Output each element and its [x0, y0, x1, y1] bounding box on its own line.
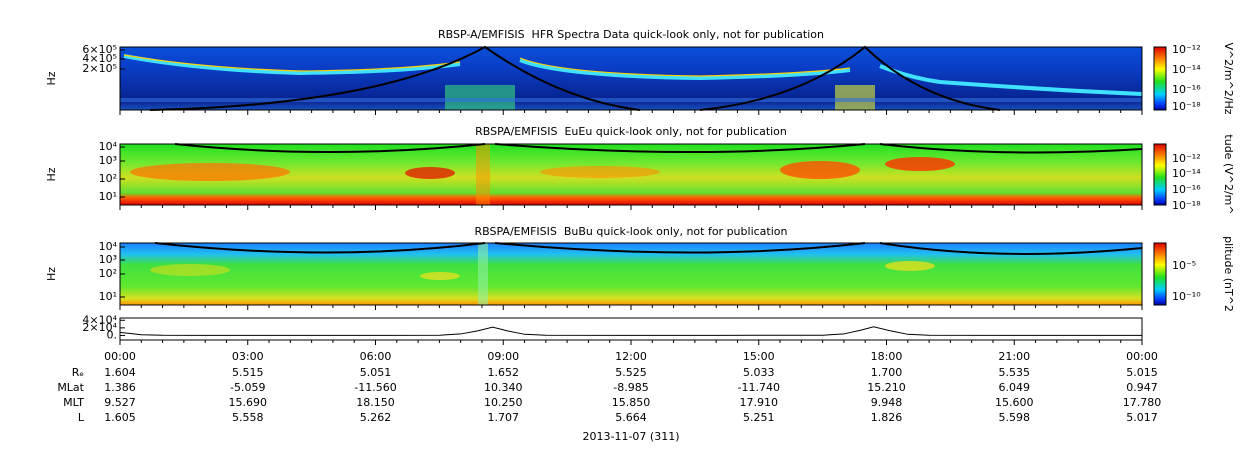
y-tick-label: 10¹: [99, 290, 117, 303]
colorbar: [1153, 46, 1167, 111]
y-tick-label: 0.: [107, 328, 118, 341]
ephemeris-value: -11.560: [354, 381, 396, 394]
time-label: 21:00: [998, 350, 1030, 363]
ephemeris-value: 5.515: [232, 366, 264, 379]
ephemeris-value: 18.150: [356, 396, 395, 409]
y-tick-label: 10²: [99, 267, 117, 280]
ephemeris-label: MLat: [57, 381, 84, 394]
colorbar-tick-label: 10⁻¹⁴: [1172, 63, 1201, 76]
ephemeris-value: 5.558: [232, 411, 264, 424]
panel-title: RBSPA/EMFISIS BuBu quick-look only, not …: [475, 225, 788, 238]
ephemeris-value: 5.664: [615, 411, 647, 424]
time-label: 00:00: [104, 350, 136, 363]
time-label: 06:00: [360, 350, 392, 363]
colorbar-tick-label: 10⁻⁵: [1172, 259, 1196, 272]
time-label: 09:00: [487, 350, 519, 363]
ephemeris-value: 1.707: [488, 411, 520, 424]
colorbar-tick-label: 10⁻¹²: [1172, 43, 1201, 56]
y-tick-label: 10⁴: [99, 140, 118, 153]
ephemeris-value: 15.210: [867, 381, 906, 394]
colorbar-tick-label: 10⁻¹⁶: [1172, 83, 1201, 96]
ephemeris-value: 17.910: [740, 396, 779, 409]
y-axis-label: Hz: [45, 71, 58, 85]
ephemeris-value: 5.017: [1126, 411, 1158, 424]
ephemeris-value: 10.340: [484, 381, 523, 394]
y-tick-label: 10⁴: [99, 240, 118, 253]
ephemeris-value: 5.015: [1126, 366, 1158, 379]
spectrogram-bubu: [120, 242, 1143, 305]
ephemeris-value: 5.251: [743, 411, 775, 424]
ephemeris-value: 15.850: [612, 396, 651, 409]
ephemeris-value: 9.948: [871, 396, 903, 409]
date-label: 2013-11-07 (311): [582, 430, 679, 443]
ephemeris-value: 1.386: [104, 381, 136, 394]
ephemeris-value: -11.740: [738, 381, 780, 394]
y-tick-label: 2×10⁴: [82, 321, 117, 334]
ephemeris-value: 5.262: [360, 411, 392, 424]
y-tick-label: 6×10⁵: [82, 43, 117, 56]
y-tick-label: 10¹: [99, 190, 117, 203]
y-axis-label: Hz: [45, 167, 58, 181]
ephemeris-value: 1.826: [871, 411, 903, 424]
colorbar-tick-label: 10⁻¹²: [1172, 152, 1201, 165]
spectrogram-hfr: [120, 45, 1143, 111]
ephemeris-value: 6.049: [999, 381, 1031, 394]
ephemeris-value: 5.051: [360, 366, 392, 379]
ephemeris-value: 1.604: [104, 366, 136, 379]
time-label: 03:00: [232, 350, 264, 363]
ephemeris-label: L: [78, 411, 85, 424]
data-line: [119, 326, 1142, 336]
y-axis-label: Hz: [45, 267, 58, 281]
ephemeris-value: 10.250: [484, 396, 523, 409]
ephemeris-value: 1.652: [488, 366, 520, 379]
time-label: 12:00: [615, 350, 647, 363]
colorbar-label: V^2/m^2/Hz: [1222, 42, 1235, 114]
colorbar-tick-label: 10⁻¹⁸: [1172, 199, 1201, 212]
plot-frame: [119, 317, 1143, 341]
axes-layer: RBSP-A/EMFISIS HFR Spectra Data quick-lo…: [45, 28, 1235, 443]
colorbar-tick-label: 10⁻¹⁸: [1172, 100, 1201, 113]
ephemeris-value: 5.535: [999, 366, 1031, 379]
colorbar-tick-label: 10⁻¹⁰: [1172, 290, 1201, 303]
time-label: 15:00: [743, 350, 775, 363]
time-label: 00:00: [1126, 350, 1158, 363]
spectrogram-eueu: [120, 143, 1143, 205]
ephemeris-value: 5.033: [743, 366, 775, 379]
ephemeris-value: 9.527: [104, 396, 136, 409]
ephemeris-value: 1.700: [871, 366, 903, 379]
ephemeris-label: Rₑ: [72, 366, 84, 379]
colorbar: [1153, 143, 1167, 206]
ephemeris-value: 0.947: [1126, 381, 1158, 394]
y-tick-label: 4×10⁵: [82, 52, 117, 65]
y-tick-label: 4×10⁴: [82, 313, 117, 326]
y-tick-label: 2×10⁵: [82, 62, 117, 75]
y-tick-label: 10²: [99, 172, 117, 185]
ephemeris-value: 17.780: [1123, 396, 1162, 409]
colorbar-tick-label: 10⁻¹⁶: [1172, 183, 1201, 196]
ephemeris-value: 5.598: [999, 411, 1031, 424]
ephemeris-value: 1.605: [104, 411, 136, 424]
colorbar: [1153, 242, 1167, 306]
panel-title: RBSPA/EMFISIS EuEu quick-look only, not …: [475, 125, 787, 138]
colorbar-label: plitude (nT^2: [1222, 236, 1235, 312]
y-tick-label: 10³: [99, 253, 117, 266]
ephemeris-value: -8.985: [613, 381, 648, 394]
ephemeris-label: MLT: [63, 396, 84, 409]
colorbar-label: tude (V^2/m^: [1222, 134, 1235, 214]
ephemeris-value: 15.600: [995, 396, 1034, 409]
ephemeris-value: 15.690: [229, 396, 268, 409]
panel-title: RBSP-A/EMFISIS HFR Spectra Data quick-lo…: [438, 28, 824, 41]
y-tick-label: 10³: [99, 154, 117, 167]
ephemeris-value: -5.059: [230, 381, 265, 394]
colorbar-tick-label: 10⁻¹⁴: [1172, 167, 1201, 180]
ephemeris-value: 5.525: [615, 366, 647, 379]
time-label: 18:00: [871, 350, 903, 363]
